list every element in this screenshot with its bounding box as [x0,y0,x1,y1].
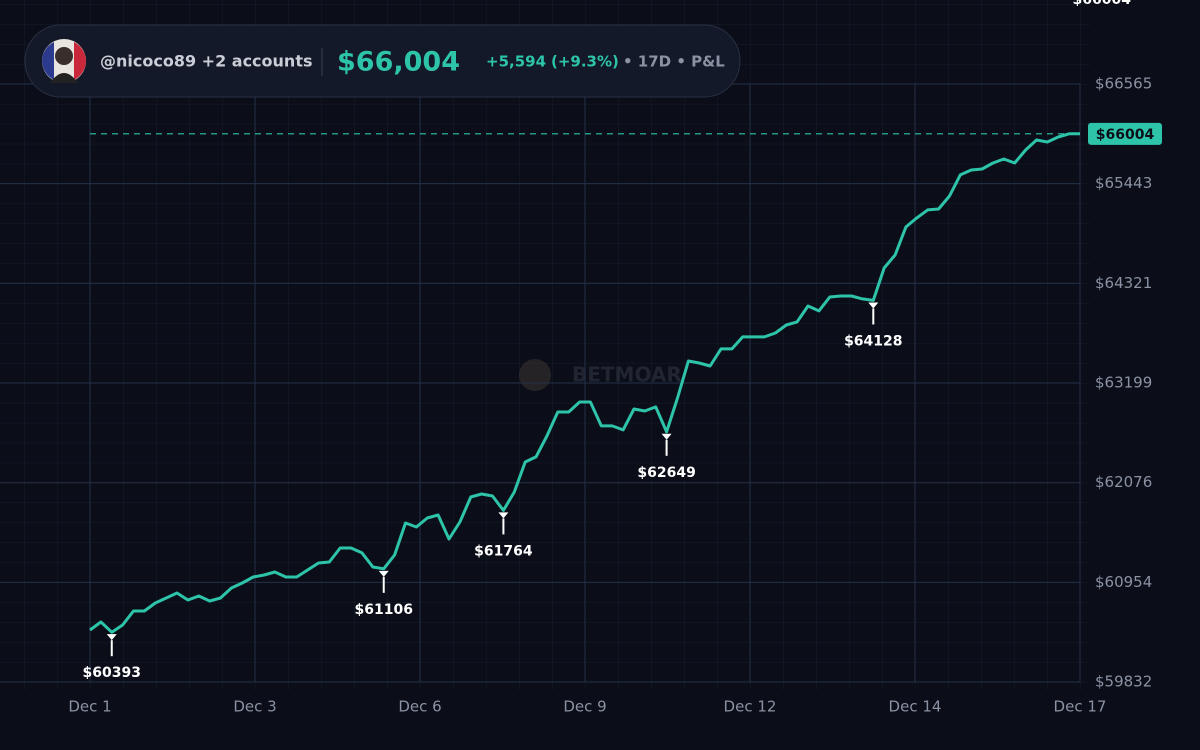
avatar-face [55,47,73,65]
avatar-flag [42,42,54,80]
annotation-label: $61764 [474,543,533,559]
current-badge-label: $66004 [1096,127,1155,143]
annotation-label: $60393 [83,665,141,681]
current-badge [1088,122,1162,145]
annotation-label: $66004 [1073,0,1132,8]
avatar-flag [74,42,86,80]
header: @nicoco89 +2 accounts $66,004 +5,594 (+9… [24,24,741,98]
annotation-label: $61106 [355,602,413,618]
x-tick-label: Dec 3 [233,698,276,716]
y-tick-label: $65443 [1095,174,1152,192]
annotation-label: $64128 [844,333,902,349]
x-tick-label: Dec 17 [1054,698,1107,716]
y-tick-label: $64321 [1095,274,1152,292]
change-pct: (+9.3%) [551,53,619,71]
y-tick-label: $66565 [1095,75,1152,93]
x-tick-label: Dec 9 [563,698,606,716]
x-tick-label: Dec 6 [398,698,441,716]
x-tick-label: Dec 14 [889,698,942,716]
minor-grid [0,0,1090,690]
y-tick-label: $62076 [1095,473,1152,491]
annotation-label: $62649 [637,465,695,481]
annotation-arrowhead [378,570,389,577]
x-tick-label: Dec 1 [68,698,111,716]
plot: $59832 $60954 $62076 $63199 $64321 $65443 $665… [0,0,1162,716]
account-name: @nicoco89 +2 accounts [100,52,312,71]
annotation-arrowhead [498,512,509,519]
annotation-arrowhead [868,302,879,309]
avatar-body [50,73,78,83]
y-tick-label: $63199 [1095,373,1152,391]
header-pill [24,24,741,98]
annotation-arrowhead [106,634,117,641]
watermark-icon [519,359,551,391]
y-tick-label: $60954 [1095,573,1152,591]
y-tick-label: $59832 [1095,673,1152,691]
x-tick-label: Dec 12 [724,698,777,716]
period: • 17D • P&L [623,53,725,71]
change: +5,594 [486,53,546,71]
balance: $66,004 [337,47,460,78]
series-line [89,132,1080,634]
watermark: BETMOAR [519,359,682,391]
annotation-arrowhead [661,433,672,440]
